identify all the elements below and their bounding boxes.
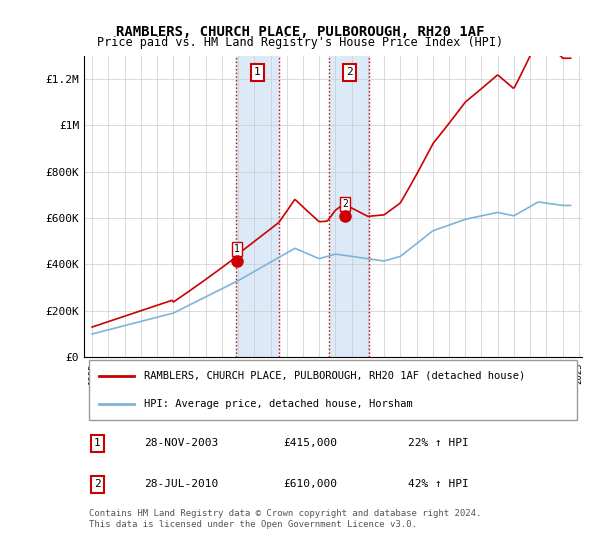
Text: Price paid vs. HM Land Registry's House Price Index (HPI): Price paid vs. HM Land Registry's House …	[97, 36, 503, 49]
Text: HPI: Average price, detached house, Horsham: HPI: Average price, detached house, Hors…	[144, 399, 413, 409]
Text: 2: 2	[342, 199, 348, 209]
Text: 1: 1	[254, 67, 261, 77]
Text: RAMBLERS, CHURCH PLACE, PULBOROUGH, RH20 1AF: RAMBLERS, CHURCH PLACE, PULBOROUGH, RH20…	[116, 25, 484, 39]
Text: £610,000: £610,000	[283, 479, 337, 489]
Text: 42% ↑ HPI: 42% ↑ HPI	[408, 479, 469, 489]
Bar	[329, 56, 370, 357]
Text: 2: 2	[94, 479, 101, 489]
Text: £415,000: £415,000	[283, 438, 337, 449]
Text: 28-NOV-2003: 28-NOV-2003	[144, 438, 218, 449]
Text: RAMBLERS, CHURCH PLACE, PULBOROUGH, RH20 1AF (detached house): RAMBLERS, CHURCH PLACE, PULBOROUGH, RH20…	[144, 371, 525, 381]
Text: 2: 2	[346, 67, 353, 77]
Text: 22% ↑ HPI: 22% ↑ HPI	[408, 438, 469, 449]
Text: 1: 1	[234, 244, 239, 254]
Bar	[236, 56, 278, 357]
Text: 28-JUL-2010: 28-JUL-2010	[144, 479, 218, 489]
FancyBboxPatch shape	[89, 361, 577, 419]
Text: Contains HM Land Registry data © Crown copyright and database right 2024.
This d: Contains HM Land Registry data © Crown c…	[89, 510, 481, 529]
Text: 1: 1	[94, 438, 101, 449]
